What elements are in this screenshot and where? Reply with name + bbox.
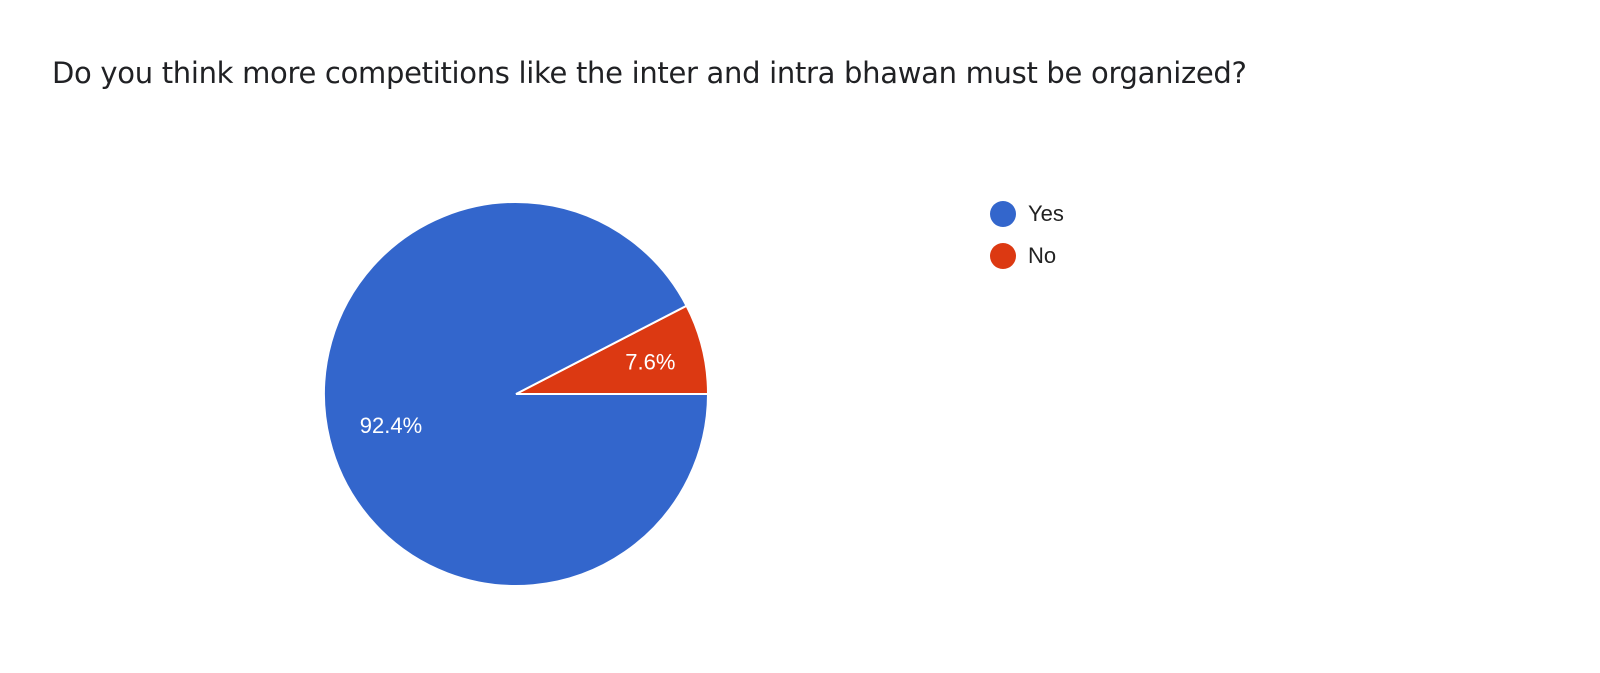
legend-item-no: No — [990, 243, 1056, 269]
legend-label-no: No — [1028, 243, 1057, 268]
legend-swatch-yes — [990, 201, 1016, 227]
data-label-yes: 92.4% — [360, 413, 422, 438]
chart-title: Do you think more competitions like the … — [52, 56, 1247, 90]
legend-item-yes: Yes — [990, 201, 1064, 227]
data-label-no: 7.6% — [625, 349, 675, 374]
legend-swatch-no — [990, 243, 1016, 269]
legend-label-yes: Yes — [1028, 201, 1064, 226]
pie-slice-yes — [323, 201, 710, 587]
